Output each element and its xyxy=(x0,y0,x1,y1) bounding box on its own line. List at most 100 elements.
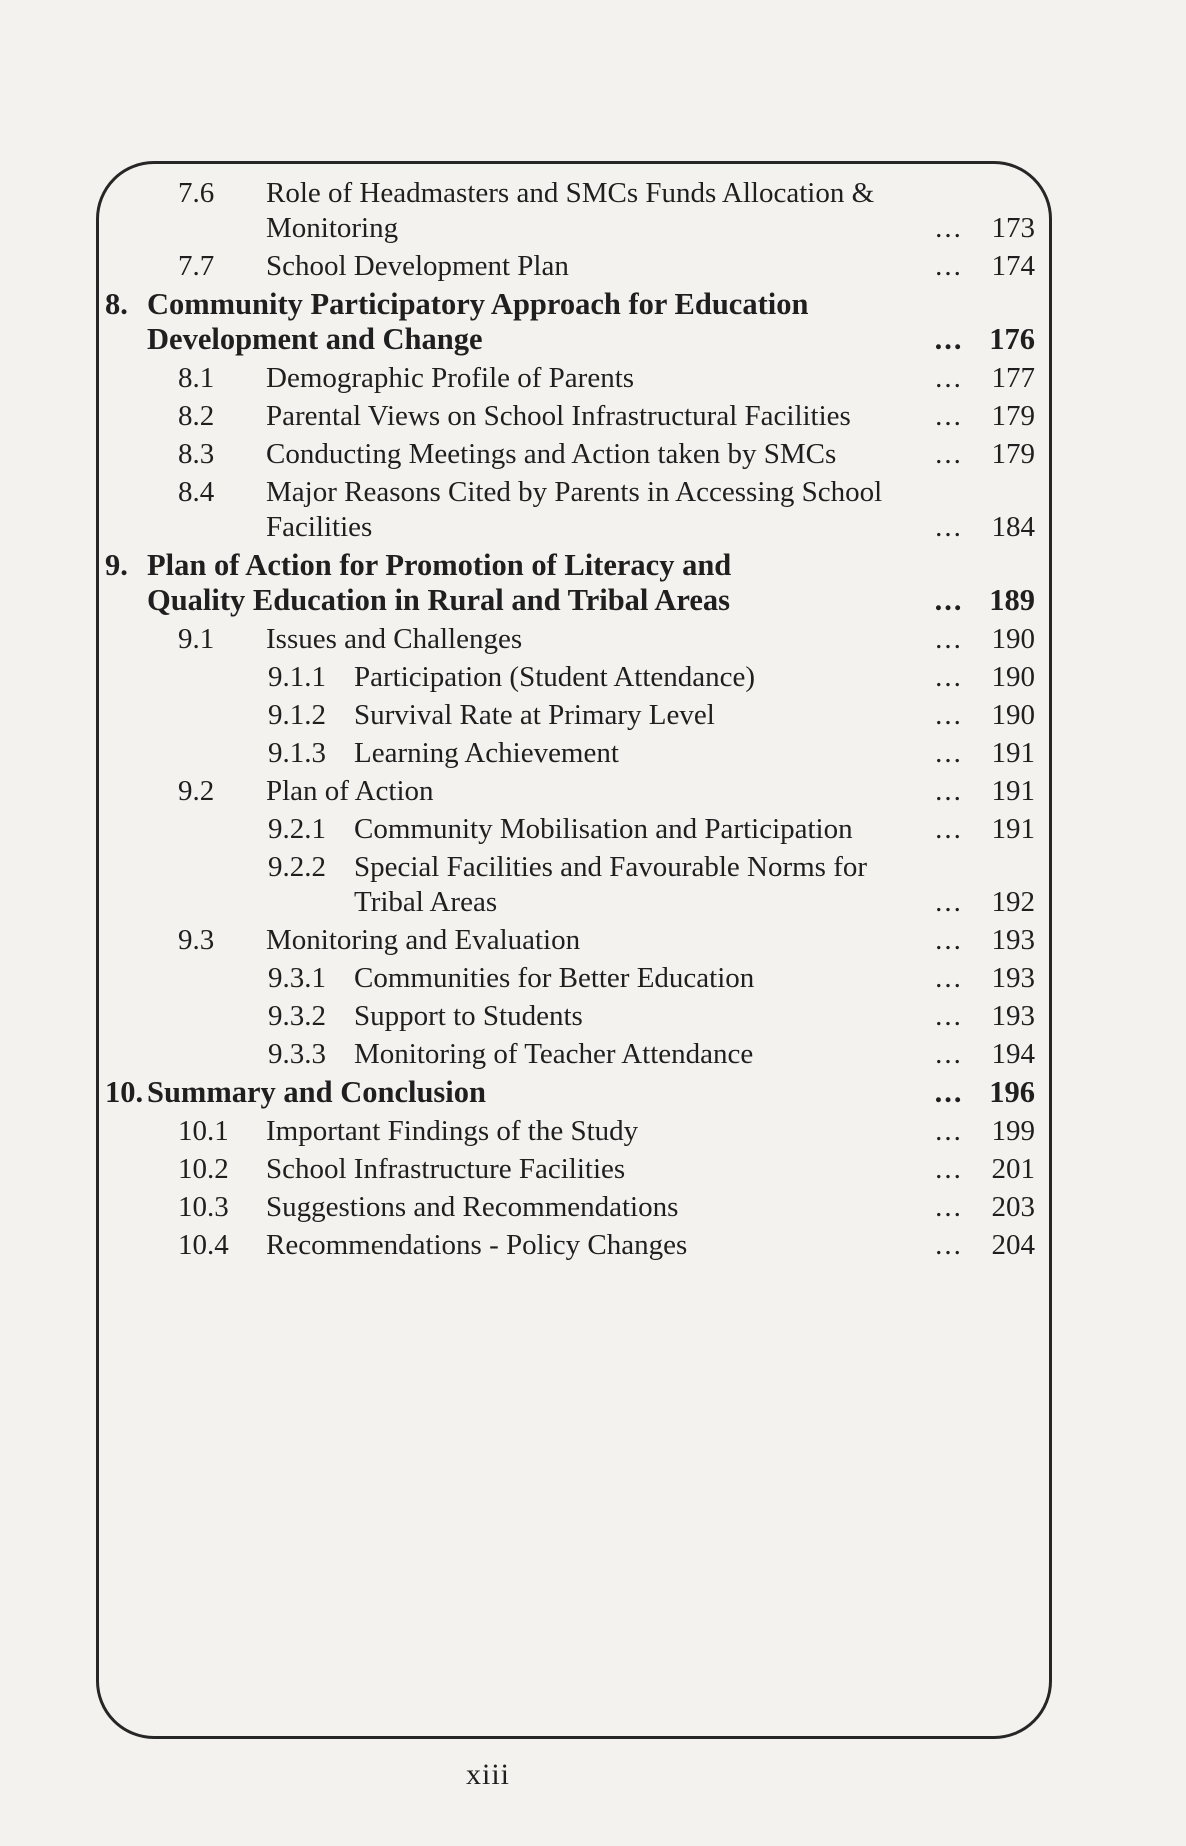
toc-entry-title: Participation (Student Attendance) xyxy=(354,660,919,695)
toc-entry: 8.1 Demographic Profile of Parents... 177 xyxy=(101,361,1039,396)
toc-leader-dots: ... xyxy=(935,661,963,693)
toc-entry: 9.3.3 Monitoring of Teacher Attendance...… xyxy=(101,1037,1039,1072)
toc-entry-title-line: Recommendations - Policy Changes xyxy=(266,1229,688,1261)
toc-entry-title: School Development Plan xyxy=(266,249,919,284)
toc-leader-dots: ... xyxy=(934,583,964,617)
toc-entry-title: Issues and Challenges xyxy=(266,622,919,657)
toc-entry-number: 9.1.1 xyxy=(268,661,326,693)
toc-entry: 10.1 Important Findings of the Study... 19… xyxy=(101,1114,1039,1149)
toc-page-number: 194 xyxy=(991,1038,1036,1070)
toc-entry: 7.7 School Development Plan... 174 xyxy=(101,249,1039,284)
toc-entry-title-line: Quality Education in Rural and Tribal Ar… xyxy=(147,583,731,617)
toc-entry-title: Monitoring and Evaluation xyxy=(266,923,919,958)
toc-entry-title-line: Support to Students xyxy=(354,1000,583,1032)
toc-leader-dots: ... xyxy=(935,212,963,244)
toc-entry-number: 10.3 xyxy=(178,1191,229,1223)
toc-entry-title-line: Plan of Action xyxy=(266,775,434,807)
toc-entry-title: Summary and Conclusion xyxy=(147,1075,919,1110)
toc-entry: 9.3.1 Communities for Better Education...… xyxy=(101,961,1039,996)
toc-entry-number: 7.7 xyxy=(178,250,215,282)
toc-page-number: 174 xyxy=(991,250,1036,282)
toc-entry-number: 8.3 xyxy=(178,438,215,470)
toc-entry-number: 9.1 xyxy=(178,623,215,655)
toc-entry-title: Survival Rate at Primary Level xyxy=(354,698,919,733)
toc-entry-title-line: Communities for Better Education xyxy=(354,962,755,994)
toc-leader-dots: ... xyxy=(935,1153,963,1185)
toc-entry-title: Important Findings of the Study xyxy=(266,1114,919,1149)
toc-entry: 10.4 Recommendations - Policy Changes... 2… xyxy=(101,1228,1039,1263)
toc-entry-title-line: Participation (Student Attendance) xyxy=(354,661,756,693)
toc-entry: 9.1.2 Survival Rate at Primary Level... 19… xyxy=(101,698,1039,733)
toc-entry-title: Plan of Action xyxy=(266,774,919,809)
toc-page-number: 189 xyxy=(989,583,1035,617)
toc-entry-title: School Infrastructure Facilities xyxy=(266,1152,919,1187)
toc-entry-title: Parental Views on School Infrastructural… xyxy=(266,399,919,434)
toc-entry-number: 10. xyxy=(105,1075,144,1109)
toc-entry-number: 9.2 xyxy=(178,775,215,807)
toc-entry-title-line: Facilities xyxy=(266,511,373,543)
toc-entry-number: 9.2.2 xyxy=(268,851,326,883)
toc-entry: 8.3 Conducting Meetings and Action taken … xyxy=(101,437,1039,472)
toc-page-number: 173 xyxy=(991,212,1036,244)
toc-page-number: 179 xyxy=(991,438,1036,470)
toc-entry: 9.1.3 Learning Achievement... 191 xyxy=(101,736,1039,771)
toc-entry: 9.3 Monitoring and Evaluation... 193 xyxy=(101,923,1039,958)
toc-page-number: 201 xyxy=(991,1153,1036,1185)
toc-entry: 10.2 School Infrastructure Facilities... 2… xyxy=(101,1152,1039,1187)
toc-page-number: 190 xyxy=(991,623,1036,655)
toc-leader-dots: ... xyxy=(935,775,963,807)
toc-entry: 9. Plan of Action for Promotion of Litera… xyxy=(101,548,1039,618)
toc-entry: 10. Summary and Conclusion... 196 xyxy=(101,1075,1039,1110)
toc-leader-dots: ... xyxy=(935,962,963,994)
toc-page-number: 191 xyxy=(991,813,1036,845)
toc-entry-number: 10.2 xyxy=(178,1153,229,1185)
toc-entry: 8. Community Participatory Approach for E… xyxy=(101,287,1039,357)
toc-entry-number: 9.3 xyxy=(178,924,215,956)
toc-leader-dots: ... xyxy=(935,362,963,394)
toc-entry: 9.2 Plan of Action... 191 xyxy=(101,774,1039,809)
toc-page-number: 199 xyxy=(991,1115,1036,1147)
toc-entry-title-line: Community Participatory Approach for Edu… xyxy=(147,287,809,321)
toc-entry-title: Major Reasons Cited by Parents in Access… xyxy=(266,475,919,545)
toc-leader-dots: ... xyxy=(935,924,963,956)
toc-entry-title-line: Special Facilities and Favourable Norms … xyxy=(354,851,868,883)
toc-page-number: 177 xyxy=(991,362,1036,394)
toc-entry: 9.1.1 Participation (Student Attendance).… xyxy=(101,660,1039,695)
toc-entry-title: Learning Achievement xyxy=(354,736,919,771)
toc-entry-title-line: Monitoring of Teacher Attendance xyxy=(354,1038,754,1070)
toc-entry: 7.6 Role of Headmasters and SMCs Funds Al… xyxy=(101,176,1039,246)
toc-entry: 9.2.1 Community Mobilisation and Particip… xyxy=(101,812,1039,847)
page-number-footer: xiii xyxy=(465,1758,510,1791)
toc-entry-title-line: Major Reasons Cited by Parents in Access… xyxy=(266,476,883,508)
toc-entry: 9.2.2 Special Facilities and Favourable N… xyxy=(101,850,1039,920)
toc-entry-number: 8.2 xyxy=(178,400,215,432)
toc-page-number: 204 xyxy=(991,1229,1036,1261)
toc-entry-title-line: School Infrastructure Facilities xyxy=(266,1153,626,1185)
toc-leader-dots: ... xyxy=(935,623,963,655)
toc-entry-number: 9.3.2 xyxy=(268,1000,326,1032)
toc-entry-title-line: Role of Headmasters and SMCs Funds Alloc… xyxy=(266,177,875,209)
toc-entry-title-line: Parental Views on School Infrastructural… xyxy=(266,400,851,432)
toc-leader-dots: ... xyxy=(934,322,964,356)
toc-entry-title: Role of Headmasters and SMCs Funds Alloc… xyxy=(266,176,919,246)
toc-entry-title: Demographic Profile of Parents xyxy=(266,361,919,396)
toc-frame: 7.6 Role of Headmasters and SMCs Funds Al… xyxy=(96,161,1052,1739)
toc-leader-dots: ... xyxy=(935,1000,963,1032)
toc-leader-dots: ... xyxy=(935,699,963,731)
toc-entry-title-line: School Development Plan xyxy=(266,250,569,282)
toc-entry-title-line: Development and Change xyxy=(147,322,483,356)
toc-entry-title-line: Conducting Meetings and Action taken by … xyxy=(266,438,837,470)
toc-entry-title-line: Suggestions and Recommendations xyxy=(266,1191,679,1223)
toc-entry-number: 9. xyxy=(105,548,128,582)
toc-entry-title-line: Community Mobilisation and Participation xyxy=(354,813,853,845)
toc-page-number: 193 xyxy=(991,1000,1036,1032)
toc-entry-number: 8. xyxy=(105,287,128,321)
toc-entry-title: Plan of Action for Promotion of Literacy… xyxy=(147,548,919,618)
toc-entry: 10.3 Suggestions and Recommendations... 20… xyxy=(101,1190,1039,1225)
toc-entry-number: 8.4 xyxy=(178,476,215,508)
toc-entry-number: 9.1.2 xyxy=(268,699,326,731)
toc-entry-title: Support to Students xyxy=(354,999,919,1034)
toc-entry-title: Community Mobilisation and Participation xyxy=(354,812,919,847)
toc-entry-title-line: Monitoring and Evaluation xyxy=(266,924,581,956)
toc-entry-number: 8.1 xyxy=(178,362,215,394)
